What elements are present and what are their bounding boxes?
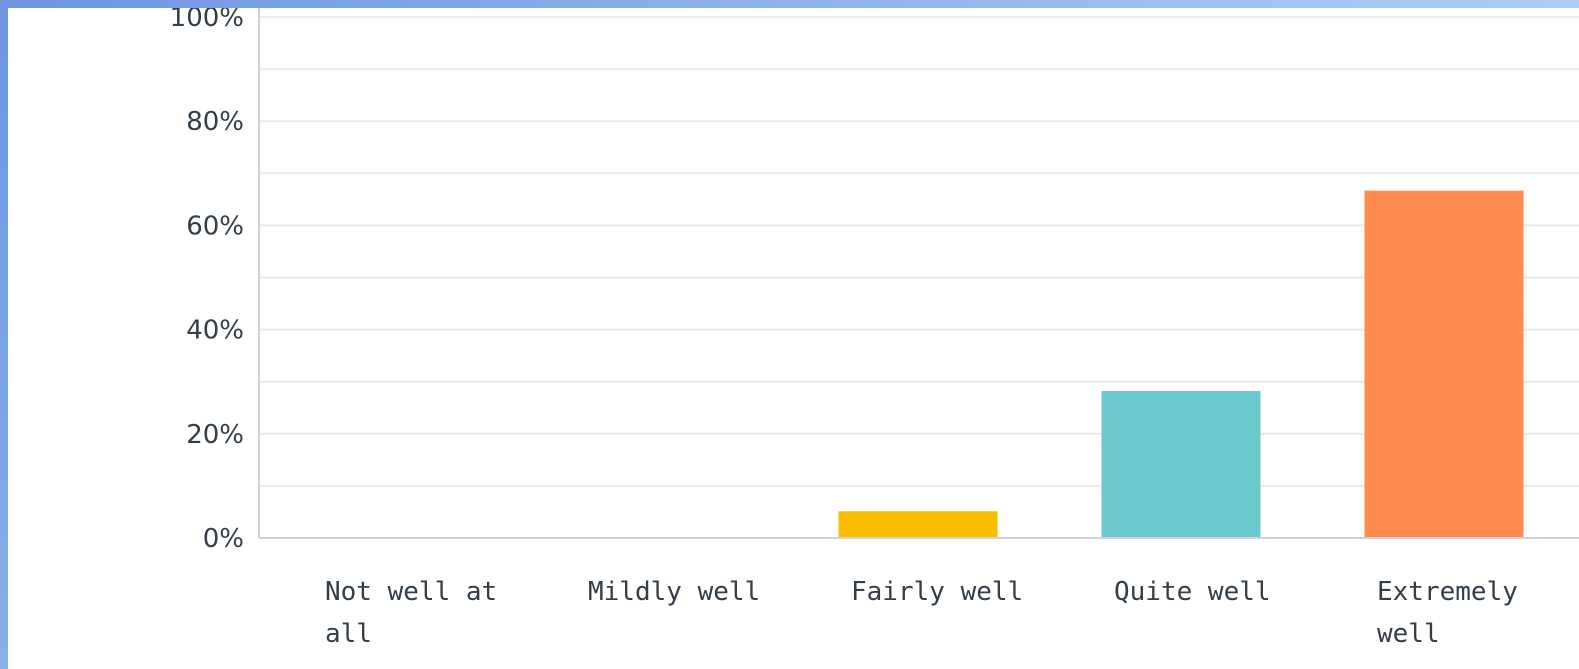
bar-extremely-well[interactable] bbox=[1364, 190, 1524, 539]
x-category-label-line: well bbox=[1377, 619, 1440, 649]
x-category-label-line: all bbox=[325, 619, 372, 649]
x-category-label: Quite well bbox=[1114, 577, 1271, 607]
x-category-label-line: Not well at bbox=[325, 577, 497, 607]
chart-panel: 0% 20% 40% 60% 80% 100% Not well at all Mildly … bbox=[8, 8, 1579, 669]
y-axis-tick-labels: 0% 20% 40% 60% 80% 100% bbox=[170, 8, 244, 554]
bar-chart: 0% 20% 40% 60% 80% 100% Not well at all Mildly … bbox=[170, 8, 1579, 649]
x-category-label-line: Quite well bbox=[1114, 577, 1271, 607]
y-tick-label: 60% bbox=[186, 211, 244, 241]
gridlines bbox=[259, 16, 1579, 487]
x-category-label: Not well at all bbox=[325, 577, 497, 649]
x-category-label-line: Mildly well bbox=[588, 577, 760, 607]
x-category-label: Fairly well bbox=[851, 577, 1023, 607]
bar-quite-well[interactable] bbox=[1101, 391, 1261, 538]
axes bbox=[258, 8, 1579, 539]
bar-fairly-well[interactable] bbox=[838, 511, 998, 538]
y-tick-label: 100% bbox=[170, 8, 244, 33]
y-tick-label: 20% bbox=[186, 420, 244, 450]
x-category-label-line: Fairly well bbox=[851, 577, 1023, 607]
y-tick-label: 80% bbox=[186, 107, 244, 137]
bars bbox=[838, 190, 1524, 539]
x-category-label: Mildly well bbox=[588, 577, 760, 607]
x-category-label: Extremely well bbox=[1377, 577, 1518, 649]
x-axis-category-labels: Not well at all Mildly well Fairly well Quit… bbox=[325, 577, 1518, 649]
y-tick-label: 40% bbox=[186, 316, 244, 346]
x-category-label-line: Extremely bbox=[1377, 577, 1518, 607]
y-tick-label: 0% bbox=[203, 524, 244, 554]
